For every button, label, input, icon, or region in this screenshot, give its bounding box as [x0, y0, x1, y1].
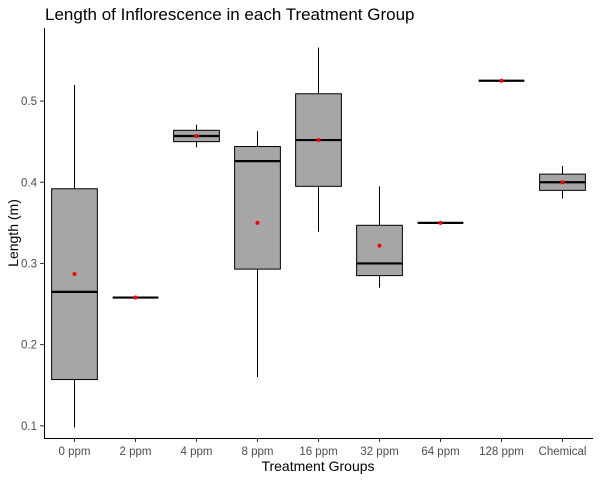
x-tick-label: 64 ppm — [421, 446, 459, 458]
box-group — [478, 78, 525, 83]
box-group — [112, 295, 159, 300]
x-tick-label: 32 ppm — [360, 446, 398, 458]
y-axis: 0.1 0.2 0.3 0.4 0.5 — [21, 96, 44, 433]
box-group — [51, 84, 98, 428]
box — [234, 146, 281, 270]
x-tick-label: 8 ppm — [242, 446, 274, 458]
box-group — [356, 186, 403, 288]
mean-point — [72, 272, 77, 276]
x-tick-label: 128 ppm — [479, 446, 524, 458]
mean-point — [194, 133, 199, 138]
box-group — [295, 47, 342, 232]
mean-point — [316, 138, 321, 143]
plot-area — [51, 47, 586, 428]
box-group — [234, 131, 281, 378]
mean-point — [438, 220, 443, 225]
box-group — [173, 124, 220, 148]
box — [356, 224, 403, 277]
y-tick-label: 0.1 — [21, 421, 37, 433]
x-tick-label: 4 ppm — [181, 446, 213, 458]
y-axis-title: Length (m) — [5, 199, 21, 267]
x-axis-title: Treatment Groups — [261, 458, 374, 474]
box-group — [539, 166, 586, 199]
x-tick-label: 16 ppm — [299, 446, 337, 458]
x-tick-label: 2 ppm — [120, 446, 152, 458]
mean-point — [499, 78, 504, 83]
y-tick-label: 0.4 — [21, 177, 38, 189]
y-tick-label: 0.3 — [21, 258, 37, 270]
y-tick-label: 0.5 — [21, 96, 37, 108]
mean-point — [560, 180, 565, 185]
y-tick-label: 0.2 — [21, 340, 37, 352]
mean-point — [377, 243, 382, 248]
mean-point — [255, 220, 260, 225]
mean-point — [133, 295, 138, 300]
x-tick-label: Chemical — [539, 446, 587, 458]
x-tick-label: 0 ppm — [59, 446, 91, 458]
box-group — [417, 220, 464, 225]
x-axis: 0 ppm 2 ppm 4 ppm 8 ppm 16 ppm 32 ppm 64 ppm 12… — [59, 438, 587, 458]
chart-title: Length of Inflorescence in each Treatmen… — [45, 5, 415, 24]
box — [51, 188, 98, 381]
